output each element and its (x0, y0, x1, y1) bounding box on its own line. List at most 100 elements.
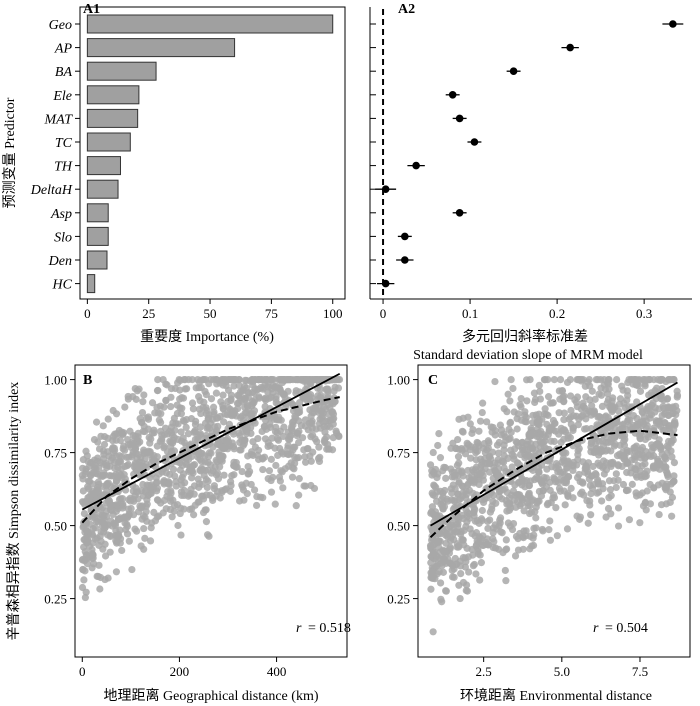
b-data-point (109, 406, 117, 415)
a1-category-label: Slo (54, 230, 72, 245)
b-data-point (216, 463, 224, 471)
c-data-point (463, 512, 471, 520)
b-data-point (288, 473, 297, 481)
b-data-point (136, 415, 144, 423)
b-data-point (112, 537, 120, 545)
c-data-point (636, 519, 644, 527)
c-data-point (429, 550, 437, 558)
c-data-point (510, 452, 518, 460)
b-data-point (126, 427, 134, 435)
c-data-point (641, 460, 649, 468)
c-data-point (507, 428, 515, 436)
c-data-point (632, 471, 640, 479)
c-data-point (434, 470, 442, 478)
b-data-point (121, 462, 129, 471)
b-data-point (79, 498, 87, 507)
c-data-point (498, 457, 506, 465)
b-data-point (301, 422, 309, 430)
c-data-point (475, 470, 484, 478)
a1-x-tick-label: 75 (265, 306, 278, 321)
c-data-point (618, 421, 626, 429)
c-data-point (651, 387, 659, 395)
b-data-point (235, 381, 243, 390)
c-data-point (529, 418, 537, 427)
c-r-symbol: r (593, 621, 599, 636)
b-data-point (146, 439, 154, 447)
b-data-point (219, 381, 227, 389)
a1-category-label: DeltaH (30, 183, 73, 198)
b-data-point (227, 481, 235, 490)
b-data-point (115, 515, 123, 524)
c-smooth-fit-line (429, 429, 678, 539)
c-data-point (476, 417, 485, 425)
c-data-point (658, 411, 666, 420)
c-data-point (599, 442, 608, 450)
c-data-point (509, 519, 518, 528)
c-data-point (488, 502, 496, 510)
b-data-point (139, 398, 147, 406)
c-data-point (521, 454, 529, 462)
a2-slope-point (401, 232, 409, 241)
c-data-point (447, 534, 455, 542)
b-data-point (304, 444, 312, 453)
b-data-point (127, 504, 135, 513)
c-data-point (611, 440, 619, 448)
c-data-point (523, 495, 531, 503)
b-data-point (134, 495, 142, 503)
b-data-point (247, 451, 255, 459)
c-data-point (452, 560, 460, 569)
c-data-point (459, 578, 468, 587)
b-data-point (158, 435, 166, 443)
c-data-point (663, 469, 671, 477)
panel-label-a2: A2 (398, 2, 415, 17)
c-data-point (624, 416, 632, 424)
b-data-point (303, 376, 311, 384)
c-data-point (477, 559, 485, 567)
c-data-point (663, 480, 671, 488)
b-data-point (171, 472, 179, 480)
c-data-point (495, 465, 503, 473)
b-data-point (162, 505, 170, 513)
c-data-point (562, 479, 570, 487)
b-data-point (187, 415, 196, 423)
c-data-point (657, 501, 666, 509)
c-data-point (614, 462, 622, 470)
c-data-point (434, 529, 442, 537)
b-data-point (302, 482, 310, 490)
c-data-point (449, 481, 457, 489)
c-data-point (671, 417, 679, 426)
a1-x-axis-title: 重要度 Importance (%) (140, 329, 274, 345)
b-data-point (122, 453, 131, 461)
b-data-point (295, 491, 303, 499)
b-data-point (213, 414, 221, 422)
b-data-point (237, 446, 245, 454)
c-data-point (463, 544, 471, 552)
b-data-point (112, 501, 120, 509)
a2-x-axis-title-en: Standard deviation slope of MRM model (413, 348, 643, 363)
b-data-point (196, 431, 204, 439)
b-data-point (160, 403, 168, 411)
b-data-point (264, 442, 272, 451)
b-data-point (150, 457, 159, 465)
c-data-point (649, 462, 657, 470)
b-data-point (204, 458, 212, 467)
b-data-point (168, 513, 176, 521)
b-data-point (195, 384, 203, 392)
b-data-point (84, 477, 93, 485)
c-data-point (541, 405, 549, 413)
c-data-point (535, 381, 543, 389)
panel-b-frame (74, 364, 348, 658)
b-data-point (272, 399, 280, 407)
b-data-point (167, 385, 176, 393)
c-data-point (586, 396, 594, 404)
b-data-point (244, 389, 253, 397)
b-data-point (279, 432, 287, 441)
c-data-point (455, 543, 463, 551)
c-data-point (542, 410, 551, 419)
b-x-tick-label: 200 (170, 664, 190, 679)
b-data-point (141, 534, 149, 542)
c-data-point (455, 479, 463, 487)
b-data-point (271, 500, 279, 508)
b-data-point (154, 386, 162, 395)
b-data-point (106, 532, 114, 541)
